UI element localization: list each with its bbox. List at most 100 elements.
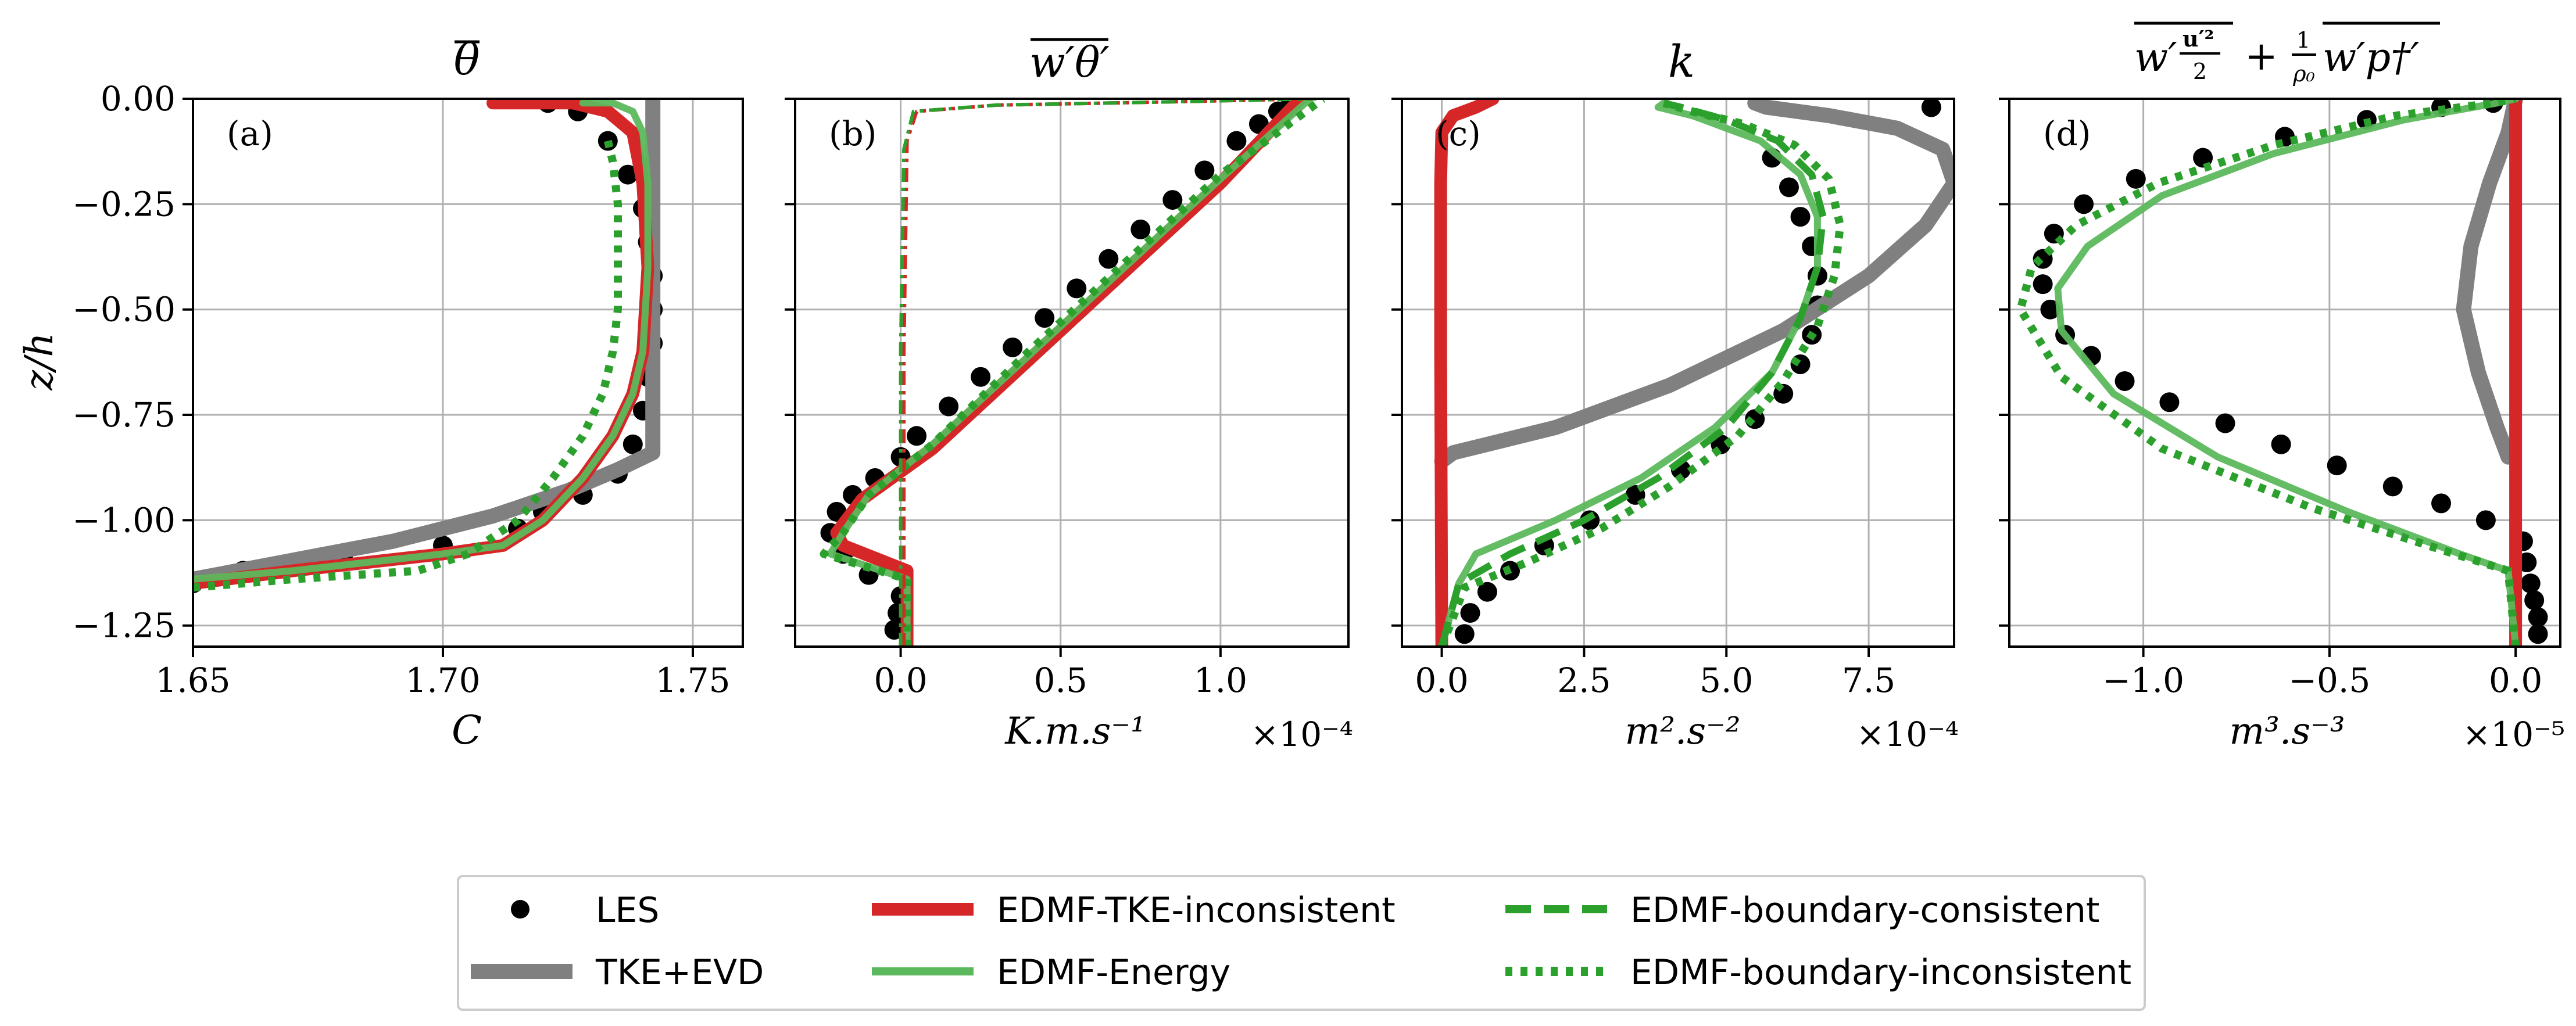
series-group: [1434, 99, 1954, 647]
legend-label: EDMF-boundary-inconsistent: [1630, 952, 2131, 993]
x-tick-label: 1.0: [1194, 661, 1247, 700]
les-point: [2115, 371, 2135, 392]
les-point: [2475, 510, 2496, 530]
legend-entry-edmf_boundary_consistent: EDMF-boundary-consistent: [1505, 890, 2099, 931]
les-point: [2215, 413, 2235, 433]
les-point: [2327, 455, 2347, 476]
les-point: [1194, 160, 1215, 181]
les-point: [2159, 392, 2180, 412]
les-point: [1130, 219, 1151, 239]
panel-label: (d): [2043, 114, 2091, 153]
les-point: [1460, 602, 1480, 623]
axes-frame: [2008, 98, 2561, 648]
les-point: [971, 367, 991, 387]
y-tick-label: 0.00: [101, 79, 176, 119]
les-point: [1067, 278, 1087, 299]
x-tick-label: 1.65: [155, 661, 230, 700]
les-point: [1921, 99, 1941, 117]
axes-frame: [794, 98, 1350, 648]
series-line-edmf_boundary_consistent: [1438, 99, 1827, 647]
panel-title-energy-plus: +: [2245, 34, 2278, 80]
y-tick-label: −0.75: [72, 395, 176, 435]
les-point: [2271, 434, 2291, 454]
axes-frame: [1401, 98, 1955, 648]
legend-entry-tke_evd: TKE+EVD: [471, 952, 764, 993]
panel-title-flux: w′θ′: [1029, 38, 1110, 87]
y-tick-label: −1.00: [72, 500, 176, 540]
legend-entry-les: LES: [511, 890, 659, 931]
panel-title-energy-wp: w′p†′: [2323, 35, 2420, 81]
panel-1: 1.65 1.70 1.75 0.00 −0.25 −0.50 −0.75 −1.00 −1.2…: [72, 79, 744, 700]
les-point: [2528, 624, 2548, 644]
x-tick-label: −1.0: [2102, 661, 2184, 700]
les-point: [907, 426, 927, 446]
panel-title-energy-transport: w′ u′² 2 + 1 ρ₀ w′p†′: [2134, 21, 2440, 87]
les-point: [1454, 624, 1475, 644]
les-point: [2074, 194, 2094, 214]
series-line-edmf_tke_inconsistent: [193, 99, 654, 590]
x-tick-label: 5.0: [1700, 661, 1753, 700]
x-tick-label: 0.0: [874, 661, 927, 700]
x-axis-label-d: m³.s⁻³: [2230, 710, 2345, 753]
les-point: [1003, 337, 1023, 357]
x-axis-label-c: m².s⁻²: [1625, 710, 1741, 753]
les-point: [939, 396, 959, 417]
legend-label: EDMF-boundary-consistent: [1630, 890, 2099, 931]
y-tick-label: −0.25: [72, 184, 176, 224]
series-line-edmf_boundary_inconsistent: [2016, 99, 2520, 647]
series-line-edmf_boundary_inconsistent: [820, 99, 1326, 647]
legend-label: TKE+EVD: [595, 952, 764, 993]
panel-title-k: k: [1668, 35, 1695, 87]
les-point: [2431, 493, 2452, 514]
y-tick-label: −0.50: [72, 290, 176, 329]
x-tick-label: 0.5: [1034, 661, 1087, 700]
x-tick-label: 1.75: [655, 661, 730, 700]
series-line-edmf_boundary_inconsistent: [1438, 99, 1845, 647]
panel-titles: θ w′θ′ k w′ u′² 2 + 1 ρ₀ w′p†′: [454, 21, 2440, 87]
legend-label: EDMF-Energy: [997, 952, 1230, 993]
x-tick-label: 0.0: [2489, 661, 2542, 700]
panel-title-energy-rho: ρ₀: [2292, 61, 2315, 87]
series-line-edmf_tke_inconsistent_flux_small: [902, 99, 1317, 647]
panel-title-energy-half: 2: [2193, 59, 2207, 84]
les-point: [1790, 207, 1811, 227]
panel-label: (b): [829, 114, 876, 153]
legend-entry-edmf_boundary_inconsistent: EDMF-boundary-inconsistent: [1505, 952, 2131, 993]
les-point: [2033, 274, 2053, 295]
panel-2: 0.0 0.5 1.0 (b) ×10⁻⁴: [785, 98, 1353, 754]
panel-4: −1.0 −0.5 0.0 (d) ×10⁻⁵: [1999, 98, 2565, 754]
axis-multiplier: ×10⁻⁵: [2463, 715, 2565, 754]
series-line-tke_evd: [1434, 99, 1954, 469]
legend-label: EDMF-TKE-inconsistent: [997, 890, 1396, 931]
les-point: [2126, 168, 2146, 189]
les-point: [1162, 190, 1183, 210]
les-point: [2040, 299, 2060, 320]
x-tick-label: 1.70: [405, 661, 480, 700]
legend-marker: [511, 900, 529, 919]
les-point: [2520, 573, 2541, 594]
legend-entry-edmf_tke_inconsistent: EDMF-TKE-inconsistent: [872, 890, 1396, 931]
panel-label: (c): [1436, 114, 1481, 153]
y-tick-label: −1.25: [72, 606, 176, 645]
les-point: [1226, 131, 1247, 151]
x-tick-label: 2.5: [1557, 661, 1611, 700]
series-line-edmf_tke_inconsistent: [1434, 99, 1500, 647]
panel-3: 0.0 2.5 5.0 7.5 (c) ×10⁻⁴: [1391, 98, 1959, 754]
panel-title-energy-one: 1: [2296, 27, 2310, 53]
les-point: [1035, 308, 1055, 328]
series-group: [820, 99, 1326, 647]
series-line-edmf_energy: [2054, 99, 2520, 647]
x-axis-labels: C K.m.s⁻¹ m².s⁻² m³.s⁻³: [452, 708, 2345, 754]
les-point: [1099, 249, 1119, 269]
legend-label: LES: [596, 890, 659, 931]
series-line-edmf_energy: [1438, 99, 1821, 647]
series-line-tke_evd: [193, 99, 661, 587]
panel-title-energy-w: w′: [2134, 35, 2177, 81]
legend: LES TKE+EVD EDMF-TKE-inconsistent EDMF-Ener…: [457, 875, 2146, 1011]
series-group: [193, 99, 663, 594]
series-group: [2016, 99, 2548, 647]
x-tick-label: 0.0: [1415, 661, 1468, 700]
les-point: [622, 434, 643, 454]
axes-frame: [192, 98, 744, 648]
y-axis-label: z/h: [17, 332, 62, 391]
